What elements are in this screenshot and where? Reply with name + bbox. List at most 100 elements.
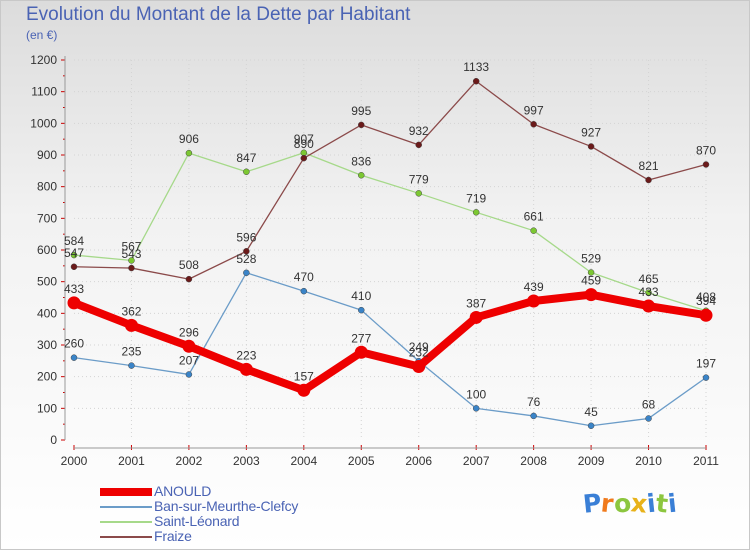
data-label: 207 xyxy=(179,353,199,367)
data-label: 197 xyxy=(696,357,716,371)
data-point xyxy=(584,288,598,302)
legend-swatch xyxy=(100,487,152,496)
data-point xyxy=(182,339,196,353)
data-label: 260 xyxy=(64,337,84,351)
data-point xyxy=(124,318,138,332)
data-label: 596 xyxy=(236,230,256,244)
data-point xyxy=(70,263,78,271)
data-label: 821 xyxy=(639,159,659,173)
data-point xyxy=(527,294,541,308)
data-point xyxy=(645,289,652,296)
y-tick-label: 500 xyxy=(37,275,57,289)
data-point xyxy=(358,121,365,129)
legend-swatch xyxy=(100,520,152,523)
x-tick-label: 2008 xyxy=(520,454,547,468)
data-label: 528 xyxy=(236,252,256,266)
data-point xyxy=(185,275,193,283)
y-tick-label: 800 xyxy=(37,180,57,194)
legend-item: Saint-Léonard xyxy=(100,514,298,529)
data-point xyxy=(530,227,537,234)
x-tick-label: 2003 xyxy=(233,454,260,468)
x-tick-label: 2001 xyxy=(118,454,145,468)
data-label: 296 xyxy=(179,325,199,339)
data-label: 906 xyxy=(179,132,199,146)
data-point xyxy=(300,154,308,162)
data-label: 408 xyxy=(696,290,716,304)
data-label: 433 xyxy=(64,282,84,296)
data-point xyxy=(699,308,713,322)
data-label: 907 xyxy=(294,132,314,146)
data-point xyxy=(415,141,422,149)
data-point xyxy=(297,383,311,397)
data-point xyxy=(530,121,537,128)
data-label: 890 xyxy=(294,137,314,151)
data-label: 836 xyxy=(351,154,371,168)
legend-item: Fraize xyxy=(100,529,298,544)
data-label: 223 xyxy=(236,348,256,362)
x-tick-label: 2002 xyxy=(176,454,203,468)
grid-lines xyxy=(74,59,707,440)
legend-item: ANOULD xyxy=(100,484,298,499)
data-labels: 433 362 296 223 157 277 232 387 439 459 433 394 260 2… xyxy=(64,60,716,419)
y-tick-label: 0 xyxy=(50,433,57,447)
data-label: 719 xyxy=(466,191,486,205)
data-point xyxy=(70,251,78,259)
data-point xyxy=(185,149,193,157)
x-tick-label: 2006 xyxy=(405,454,432,468)
data-point xyxy=(530,412,537,420)
data-label: 362 xyxy=(121,304,141,318)
data-point xyxy=(300,287,308,295)
y-tick-label: 400 xyxy=(37,306,57,320)
legend-swatch xyxy=(100,505,152,508)
data-point xyxy=(587,422,595,429)
series-line-ban-sur-meurthe-clefcy xyxy=(73,272,707,427)
y-tick-label: 100 xyxy=(37,401,57,415)
data-point xyxy=(67,296,81,310)
x-tick-label: 2004 xyxy=(290,454,317,468)
y-tick-label: 700 xyxy=(37,211,57,225)
y-tick-label: 300 xyxy=(37,338,57,352)
data-label: 410 xyxy=(351,289,371,303)
data-label: 470 xyxy=(294,270,314,284)
y-tick-label: 1200 xyxy=(30,53,57,67)
data-label: 76 xyxy=(527,395,541,409)
data-point xyxy=(354,345,368,359)
data-label: 249 xyxy=(409,340,429,354)
data-point xyxy=(358,306,365,314)
data-label: 847 xyxy=(236,151,256,165)
data-label: 45 xyxy=(584,405,598,419)
y-tick-label: 600 xyxy=(37,243,57,257)
data-point xyxy=(412,360,426,374)
data-label: 394 xyxy=(696,294,716,308)
data-label: 997 xyxy=(524,103,544,117)
series-line-fraize xyxy=(73,80,707,280)
legend-label: Saint-Léonard xyxy=(154,513,240,529)
line-chart: 0 100 200 300 400 500 600 700 800 900 1000 1100 1200… xyxy=(30,53,719,468)
data-label: 932 xyxy=(409,124,429,138)
x-tick-label: 2009 xyxy=(578,454,605,468)
data-label: 277 xyxy=(351,331,371,345)
data-point xyxy=(472,77,480,85)
data-label: 465 xyxy=(639,272,659,286)
y-tick-label: 900 xyxy=(37,148,57,162)
data-label: 584 xyxy=(64,234,84,248)
data-label: 508 xyxy=(179,258,199,272)
data-point xyxy=(185,371,193,378)
data-label: 387 xyxy=(466,296,486,310)
data-point xyxy=(70,354,78,361)
data-point xyxy=(415,190,422,197)
data-label: 543 xyxy=(121,247,141,261)
y-tick-label: 1100 xyxy=(31,85,57,99)
data-label: 927 xyxy=(581,125,601,139)
data-label: 547 xyxy=(64,246,84,260)
data-point xyxy=(243,269,250,277)
x-tick-label: 2005 xyxy=(348,454,375,468)
x-tick-label: 2000 xyxy=(61,454,88,468)
legend-item: Ban-sur-Meurthe-Clefcy xyxy=(100,499,298,514)
y-tick-label: 1000 xyxy=(30,116,57,130)
data-label: 235 xyxy=(121,345,141,359)
data-point xyxy=(702,374,710,381)
legend-swatch xyxy=(100,535,152,538)
proxiti-logo: Proxiti xyxy=(582,488,678,519)
data-label: 995 xyxy=(351,104,371,118)
